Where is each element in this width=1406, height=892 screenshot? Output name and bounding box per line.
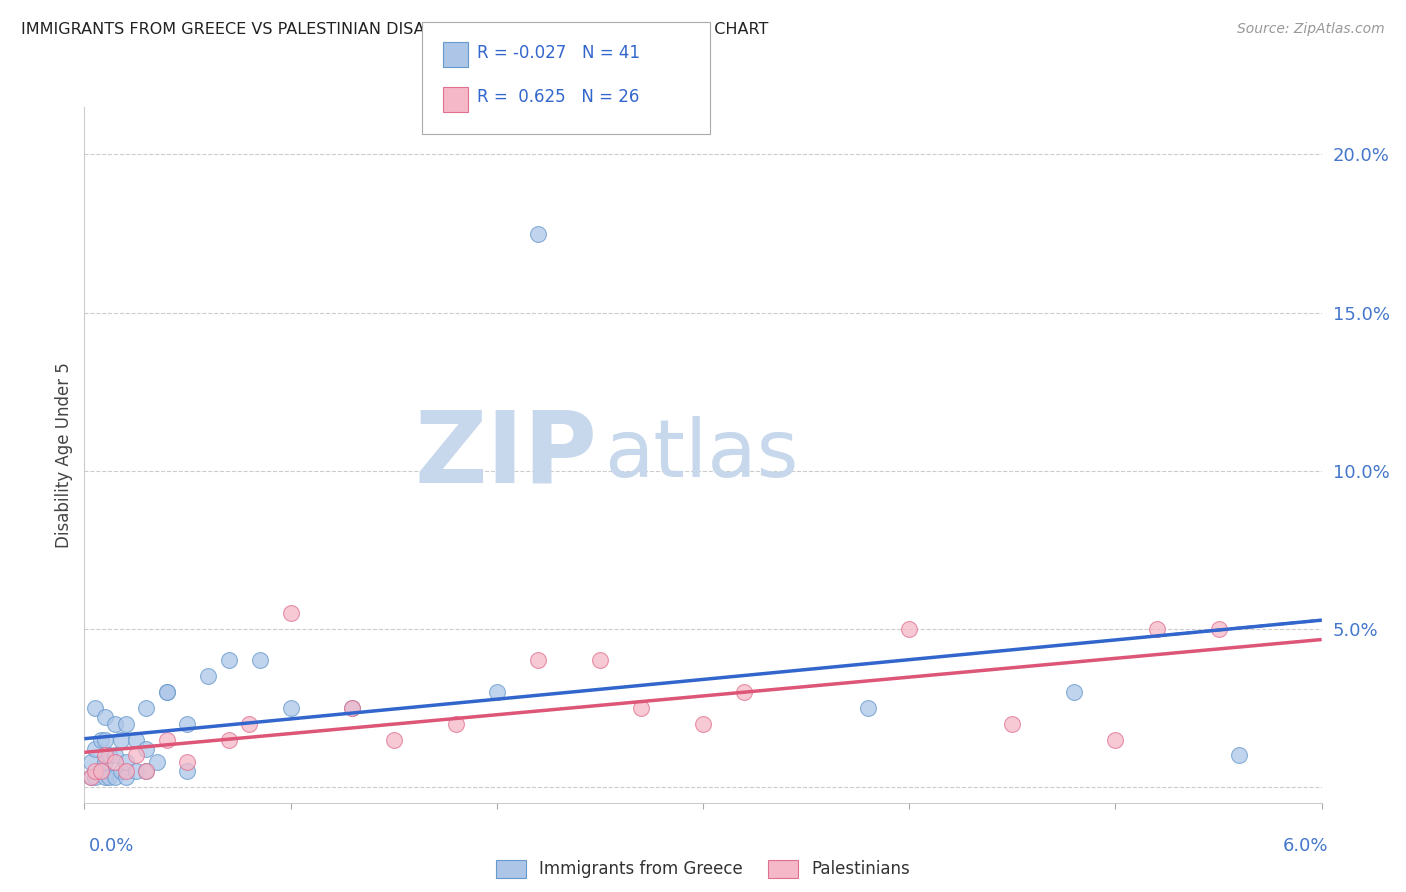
Point xyxy=(104,748,127,763)
Point xyxy=(589,653,612,667)
Point xyxy=(630,701,652,715)
Point xyxy=(125,748,148,763)
Point xyxy=(176,716,198,731)
Point xyxy=(218,653,240,667)
Point xyxy=(527,227,550,241)
Point xyxy=(90,732,112,747)
Point xyxy=(382,732,405,747)
Point xyxy=(733,685,755,699)
Point xyxy=(83,742,105,756)
Point xyxy=(98,771,121,785)
Point xyxy=(98,748,121,763)
Point xyxy=(135,764,157,779)
Point xyxy=(83,764,105,779)
Point xyxy=(94,755,117,769)
Point xyxy=(125,764,148,779)
Point xyxy=(125,732,148,747)
Point xyxy=(527,653,550,667)
Point xyxy=(104,755,127,769)
Text: 6.0%: 6.0% xyxy=(1284,837,1329,855)
Point xyxy=(156,685,179,699)
Point xyxy=(856,701,879,715)
Point xyxy=(280,701,302,715)
Point xyxy=(79,755,101,769)
Point xyxy=(110,732,132,747)
Point xyxy=(114,755,136,769)
Point xyxy=(1208,622,1230,636)
Text: 0.0%: 0.0% xyxy=(89,837,134,855)
Point xyxy=(114,764,136,779)
Point xyxy=(114,716,136,731)
Point xyxy=(218,732,240,747)
Point xyxy=(83,701,105,715)
Point xyxy=(110,764,132,779)
Point xyxy=(94,771,117,785)
Point xyxy=(90,764,112,779)
Point xyxy=(79,771,101,785)
Point xyxy=(114,771,136,785)
Legend: Immigrants from Greece, Palestinians: Immigrants from Greece, Palestinians xyxy=(489,853,917,885)
Point xyxy=(94,710,117,724)
Text: atlas: atlas xyxy=(605,416,799,494)
Point xyxy=(135,742,157,756)
Point xyxy=(176,755,198,769)
Text: R = -0.027   N = 41: R = -0.027 N = 41 xyxy=(477,44,640,62)
Point xyxy=(692,716,714,731)
Point xyxy=(280,606,302,620)
Point xyxy=(83,771,105,785)
Point xyxy=(145,755,167,769)
Text: ZIP: ZIP xyxy=(415,407,598,503)
Point xyxy=(156,685,179,699)
Point xyxy=(79,771,101,785)
Point xyxy=(249,653,271,667)
Y-axis label: Disability Age Under 5: Disability Age Under 5 xyxy=(55,362,73,548)
Point xyxy=(342,701,364,715)
Text: Source: ZipAtlas.com: Source: ZipAtlas.com xyxy=(1237,22,1385,37)
Point xyxy=(1063,685,1085,699)
Point xyxy=(176,764,198,779)
Point xyxy=(94,748,117,763)
Point xyxy=(1146,622,1168,636)
Point xyxy=(156,732,179,747)
Point xyxy=(238,716,260,731)
Point xyxy=(485,685,508,699)
Point xyxy=(898,622,921,636)
Point xyxy=(1104,732,1126,747)
Point xyxy=(342,701,364,715)
Point xyxy=(1227,748,1250,763)
Point xyxy=(94,732,117,747)
Point xyxy=(135,701,157,715)
Text: R =  0.625   N = 26: R = 0.625 N = 26 xyxy=(477,88,638,106)
Point xyxy=(90,764,112,779)
Point xyxy=(135,764,157,779)
Point xyxy=(104,771,127,785)
Point xyxy=(104,716,127,731)
Point xyxy=(1001,716,1024,731)
Point xyxy=(197,669,219,683)
Point xyxy=(444,716,467,731)
Text: IMMIGRANTS FROM GREECE VS PALESTINIAN DISABILITY AGE UNDER 5 CORRELATION CHART: IMMIGRANTS FROM GREECE VS PALESTINIAN DI… xyxy=(21,22,769,37)
